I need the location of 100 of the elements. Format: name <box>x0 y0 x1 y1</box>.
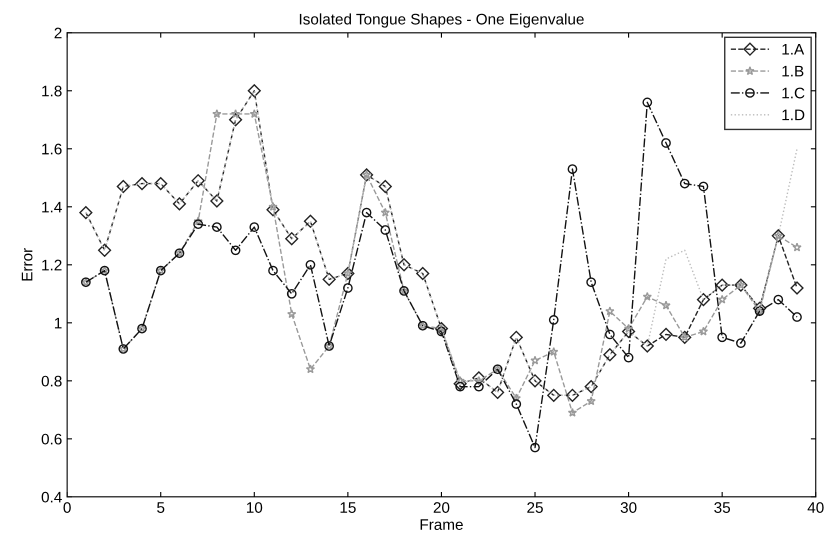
point <box>530 442 540 452</box>
point <box>717 332 728 342</box>
point <box>530 356 540 365</box>
point <box>362 208 372 218</box>
point <box>210 194 224 208</box>
point <box>397 258 411 272</box>
point <box>605 306 615 316</box>
y-tick-label: 1.8 <box>42 86 62 96</box>
point <box>285 232 298 246</box>
point <box>304 214 318 228</box>
point <box>622 324 636 338</box>
point <box>230 245 240 256</box>
y-tick-label: 1.4 <box>42 202 62 212</box>
point <box>547 388 560 402</box>
point <box>228 113 242 126</box>
point <box>696 293 710 306</box>
point <box>716 278 729 292</box>
point <box>698 326 708 336</box>
x-axis-title: Frame <box>420 519 463 530</box>
point <box>79 206 92 220</box>
point <box>642 98 652 108</box>
x-tick-label: 15 <box>340 502 356 513</box>
point <box>306 364 316 374</box>
x-tick-label: 25 <box>527 502 543 513</box>
point <box>736 338 746 348</box>
y-tick-label: 0.8 <box>42 376 62 387</box>
point <box>661 300 671 310</box>
legend-label: 1.C <box>782 88 804 98</box>
point <box>378 180 392 194</box>
point <box>642 292 652 301</box>
x-tick-label: 20 <box>434 502 450 513</box>
legend-label: 1.A <box>782 44 804 55</box>
legend-label: 1.D <box>782 110 804 120</box>
point <box>568 164 578 174</box>
point <box>212 109 222 118</box>
point <box>192 174 205 188</box>
x-tick-label: 5 <box>157 502 164 513</box>
y-tick-label: 1.2 <box>42 260 62 270</box>
point <box>306 260 316 270</box>
point <box>454 377 467 390</box>
point <box>566 388 580 402</box>
point <box>212 222 222 232</box>
point <box>528 374 542 388</box>
point <box>549 346 558 356</box>
point <box>640 339 654 353</box>
point <box>773 294 784 304</box>
x-tick-label: 35 <box>714 502 730 513</box>
y-tick-label: 0.6 <box>42 434 62 445</box>
point <box>287 309 296 318</box>
point <box>586 396 596 406</box>
point <box>341 266 354 280</box>
point <box>193 216 203 226</box>
x-tick-label: 10 <box>246 502 262 513</box>
point <box>586 277 596 288</box>
legend-label: 1.B <box>782 66 804 76</box>
x-tick-label: 30 <box>620 502 636 513</box>
point <box>698 182 708 192</box>
point <box>286 288 297 299</box>
point <box>416 266 430 280</box>
point <box>248 84 261 98</box>
y-tick-label: 1.6 <box>42 144 62 154</box>
point <box>718 294 727 304</box>
point <box>250 109 259 118</box>
point <box>510 330 523 344</box>
y-tick-label: 1 <box>54 318 62 328</box>
chart-title: Isolated Tongue Shapes - One Eigenvalue <box>300 13 584 28</box>
x-tick-label: 0 <box>64 502 71 513</box>
y-tick-label: 0.4 <box>42 492 62 503</box>
point <box>172 197 186 210</box>
point <box>268 266 278 276</box>
point <box>322 272 336 286</box>
point <box>624 352 634 362</box>
point <box>491 386 504 400</box>
point <box>193 219 204 230</box>
point <box>659 328 673 342</box>
point <box>154 177 168 190</box>
point <box>734 278 748 292</box>
point <box>249 222 260 232</box>
point <box>584 380 598 394</box>
point <box>360 168 374 182</box>
point <box>266 203 280 216</box>
point <box>753 302 766 315</box>
point <box>116 180 130 194</box>
y-tick-label: 2 <box>54 28 62 38</box>
y-axis-title: Error <box>22 248 32 281</box>
point <box>135 177 149 190</box>
point <box>472 371 486 385</box>
point <box>434 322 448 336</box>
point <box>678 330 692 344</box>
point <box>790 281 804 295</box>
point <box>772 229 785 242</box>
point <box>605 330 615 340</box>
point <box>792 242 802 252</box>
point <box>661 138 671 148</box>
point <box>511 399 522 409</box>
point <box>474 382 484 392</box>
x-tick-label: 40 <box>808 502 824 513</box>
point <box>680 178 690 188</box>
point <box>380 208 390 217</box>
point <box>512 393 521 402</box>
